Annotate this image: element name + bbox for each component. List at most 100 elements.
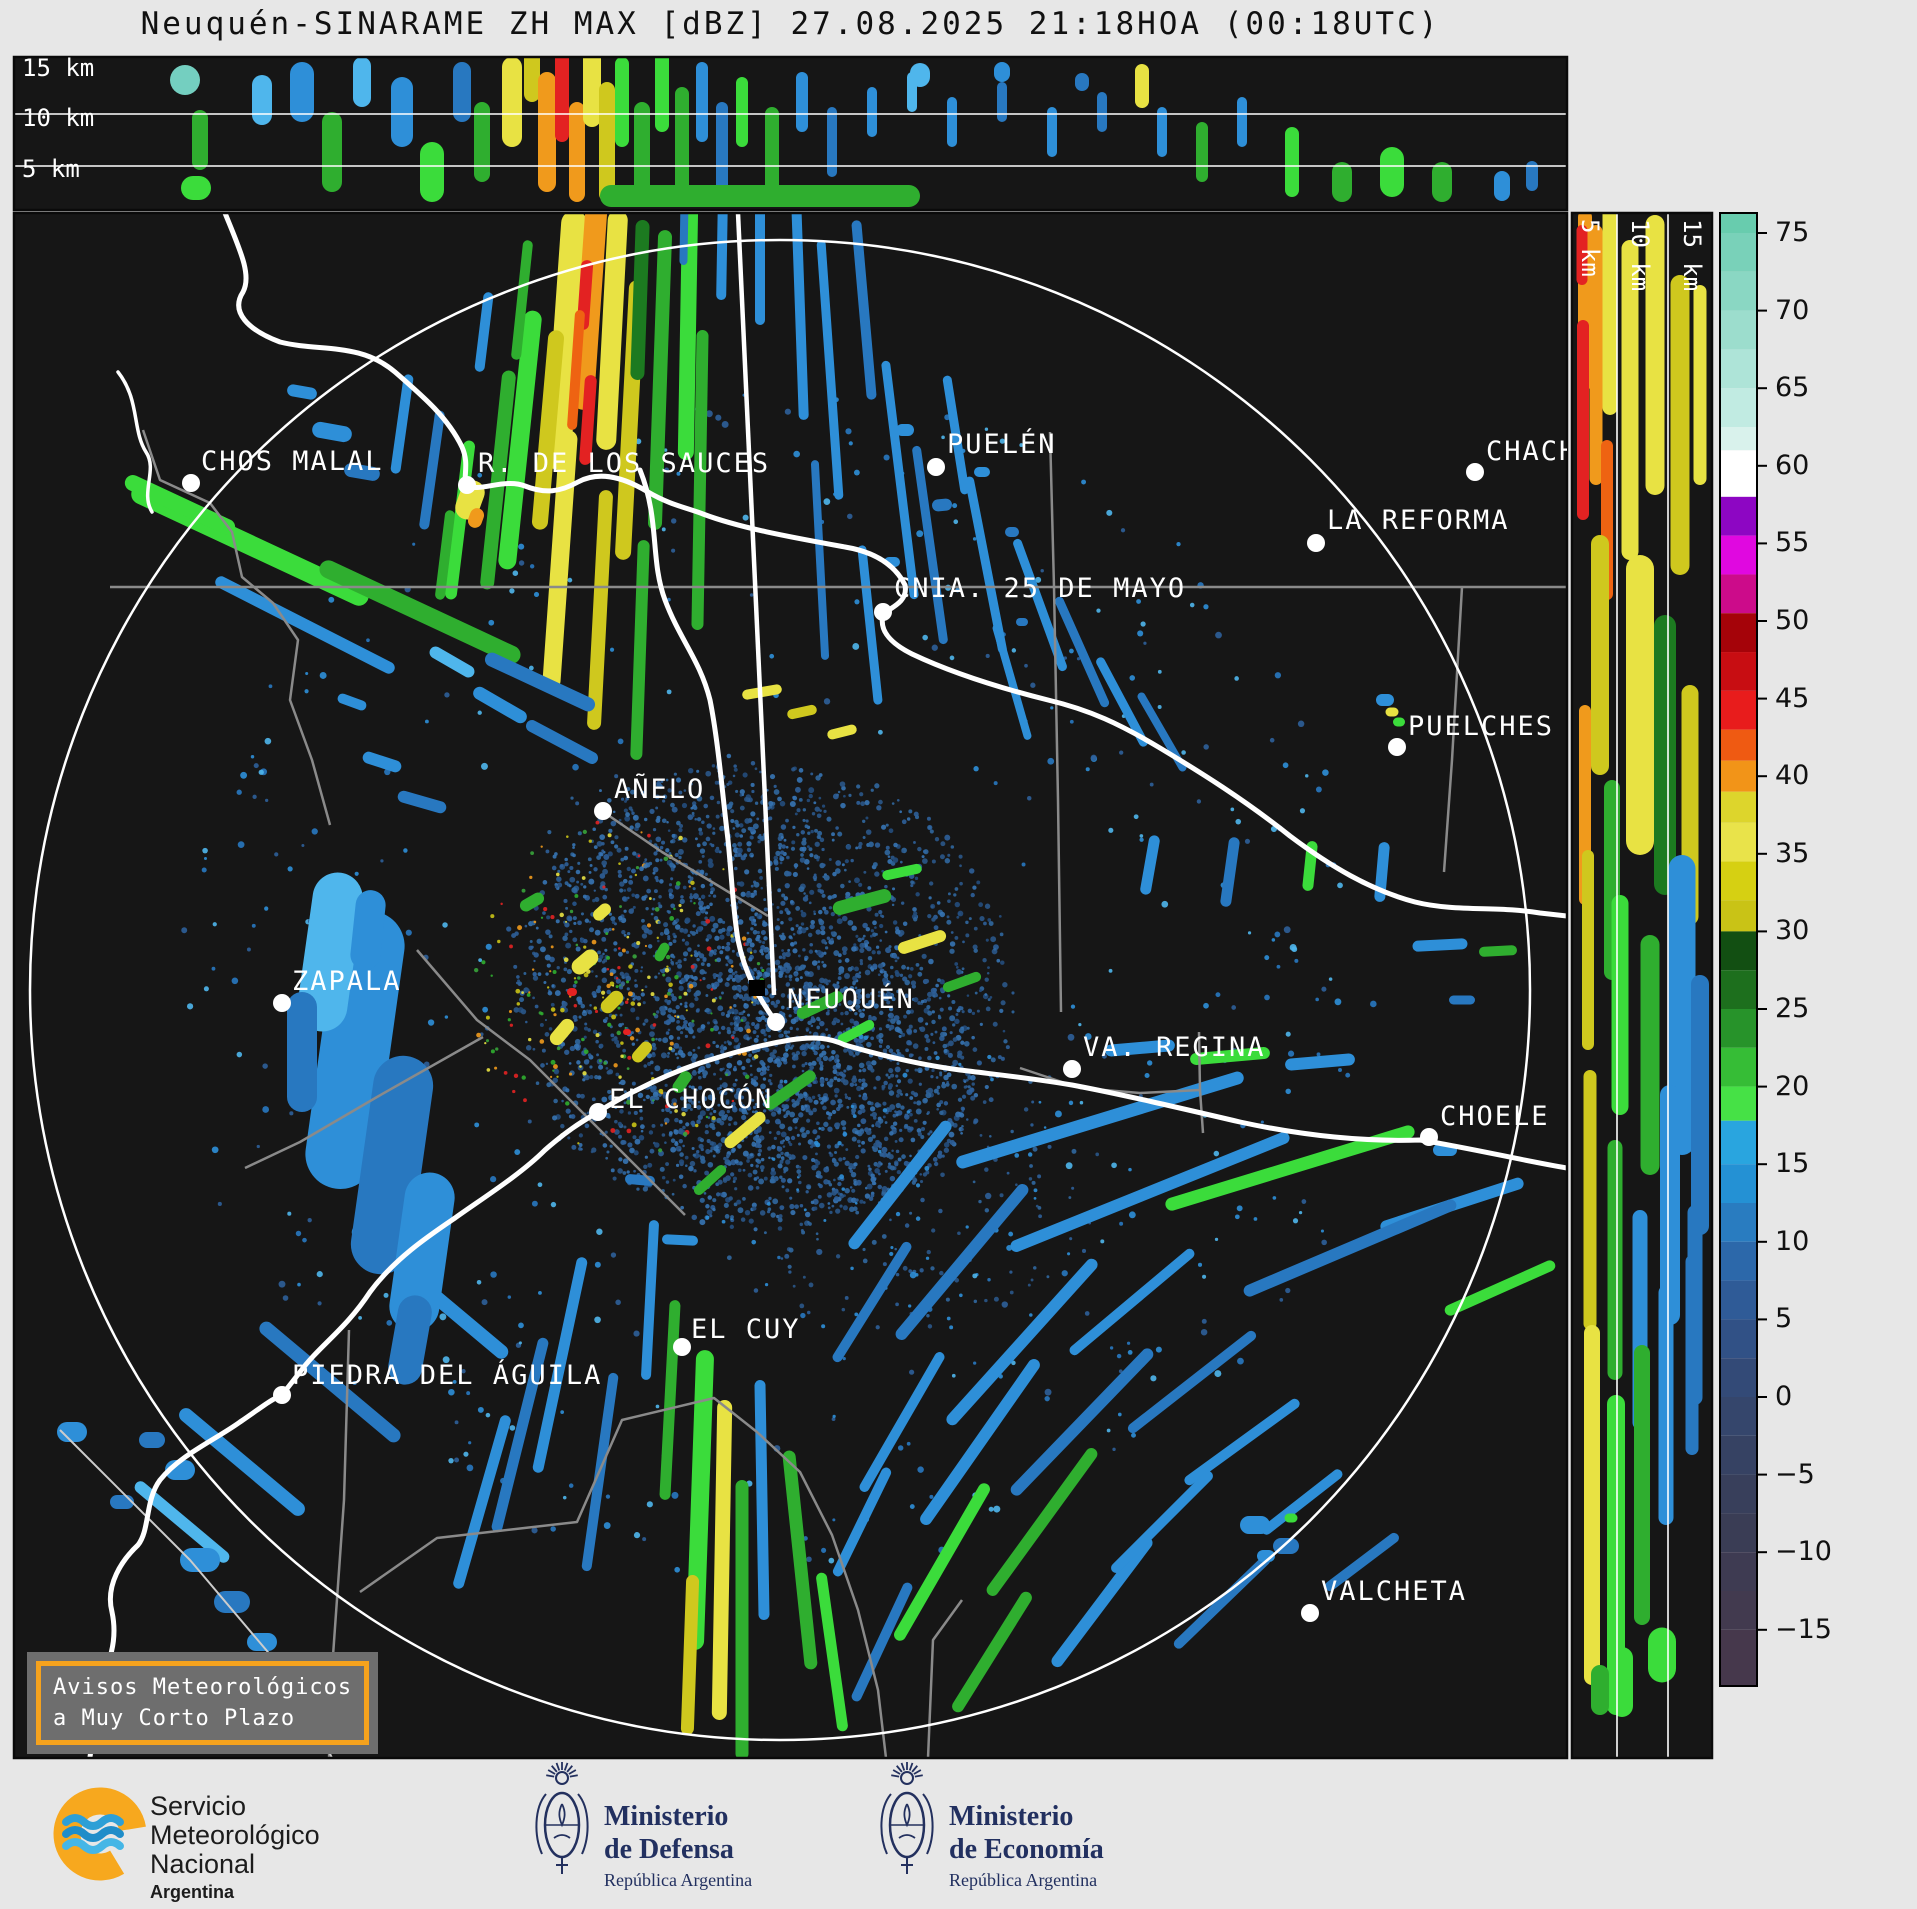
radar-echo xyxy=(290,62,314,122)
radar-echo xyxy=(322,112,342,192)
radar-echo xyxy=(569,102,585,202)
radar-echo xyxy=(579,375,597,465)
radar-echo xyxy=(259,1321,401,1443)
colorbar-segment xyxy=(1720,1203,1757,1242)
radar-echo xyxy=(1658,1285,1674,1525)
colorbar-segment xyxy=(1720,1474,1757,1514)
radar-echo xyxy=(1196,122,1208,182)
colorbar-segment xyxy=(1720,233,1757,272)
radar-echo xyxy=(857,545,883,705)
radar-echo xyxy=(1376,694,1394,706)
defensa-line2: de Defensa xyxy=(604,1834,734,1865)
defensa-line3: República Argentina xyxy=(604,1870,753,1890)
radar-echo xyxy=(1611,1647,1633,1717)
radar-echo xyxy=(429,646,475,678)
city-label: CHOS MALAL xyxy=(201,446,384,477)
colorbar-tick-label: 20 xyxy=(1775,1070,1810,1102)
radar-echo xyxy=(851,220,877,400)
radar-echo xyxy=(1648,1627,1676,1683)
radar-echo xyxy=(1577,320,1589,520)
radar-echo xyxy=(312,421,352,443)
radar-echo xyxy=(1634,1345,1650,1625)
radar-echo xyxy=(711,1400,733,1720)
radar-echo xyxy=(1640,935,1660,1175)
radar-echo xyxy=(134,1481,230,1563)
radar-echo xyxy=(787,704,817,720)
radar-echo xyxy=(1135,64,1149,108)
radar-echo xyxy=(297,872,363,1032)
colorbar-segment xyxy=(1720,791,1757,823)
economia-line3: República Argentina xyxy=(949,1870,1098,1890)
radar-echo xyxy=(1137,692,1187,772)
radar-echo xyxy=(1412,938,1468,952)
radar-echo xyxy=(796,72,808,132)
colorbar-tick-label: −10 xyxy=(1775,1536,1832,1568)
colorbar-segment xyxy=(1720,861,1757,901)
city-label: CHOELE xyxy=(1440,1101,1550,1132)
radar-echo xyxy=(974,467,990,477)
radar-echo xyxy=(1602,213,1618,415)
city-dot xyxy=(1420,1128,1438,1146)
radar-echo xyxy=(519,892,545,912)
radar-echo xyxy=(362,751,402,773)
radar-echo xyxy=(1591,1665,1609,1715)
radar-echo xyxy=(600,990,624,1014)
radar-echo xyxy=(1626,555,1654,855)
radar-echo xyxy=(215,576,395,674)
river xyxy=(637,467,779,1025)
radar-echo xyxy=(920,1358,1040,1526)
radar-echo xyxy=(353,57,371,107)
interference-spike xyxy=(735,213,777,996)
smn-line4: Argentina xyxy=(150,1882,235,1902)
radar-echo xyxy=(344,463,380,481)
colorbar-segment xyxy=(1720,1280,1757,1320)
radar-echo xyxy=(1582,850,1594,1050)
radar-echo xyxy=(1010,1348,1154,1496)
radar-echo xyxy=(1645,215,1665,495)
radar-echo xyxy=(419,410,445,530)
colorbar-tick-label: 5 xyxy=(1775,1303,1793,1335)
radar-echo xyxy=(641,1220,659,1380)
radar-echo xyxy=(942,971,982,993)
radar-echo xyxy=(1075,73,1089,91)
colorbar-segment xyxy=(1720,427,1757,451)
radar-echo xyxy=(1393,717,1405,727)
radar-echo xyxy=(1332,162,1352,202)
radar-echo xyxy=(453,1415,511,1589)
radar-echo xyxy=(837,1019,875,1045)
city-label: EL CHOCÓN xyxy=(609,1084,774,1115)
radar-echo xyxy=(997,82,1007,122)
colorbar-segment xyxy=(1720,349,1757,389)
radar-echo xyxy=(1591,535,1609,775)
smn-logo-icon xyxy=(53,1787,147,1881)
radar-echo xyxy=(1220,837,1240,907)
colorbar-segment xyxy=(1720,388,1757,427)
colorbar-segment xyxy=(1720,450,1757,497)
radar-echo xyxy=(1157,107,1167,157)
defensa-line1: Ministerio xyxy=(604,1801,729,1832)
radar-echo xyxy=(1047,107,1057,157)
radar-echo xyxy=(567,988,577,996)
colorbar-segment xyxy=(1720,1513,1757,1553)
radar-echo xyxy=(571,949,599,975)
page-title: Neuquén-SINARAME ZH MAX [dBZ] 27.08.2025… xyxy=(140,6,1441,42)
city-dot xyxy=(1388,738,1406,756)
radar-echo xyxy=(420,142,444,202)
radar-echo xyxy=(896,424,914,436)
radar-echo xyxy=(1240,1516,1270,1534)
radar-echo xyxy=(631,1041,653,1063)
radar-echo xyxy=(1449,995,1475,1005)
radar-echo xyxy=(1685,1255,1699,1455)
economia-wordmark: Ministerio de Economía República Argenti… xyxy=(949,1800,1104,1891)
radar-echo xyxy=(691,330,709,630)
colorbar-tick-label: 35 xyxy=(1775,837,1810,869)
radar-echo xyxy=(532,1257,588,1473)
colorbar-tick-label: 55 xyxy=(1775,527,1810,559)
radar-echo xyxy=(947,97,957,147)
colorbar-tick-label: 70 xyxy=(1775,294,1810,326)
radar-echo xyxy=(567,310,585,430)
radar-echo xyxy=(810,460,830,660)
map-overlay: CHOS MALAL R. DE LOS SAUCES PUELÉN CHACH LA … xyxy=(14,213,1567,1758)
city-label: ZAPALA xyxy=(292,966,402,997)
